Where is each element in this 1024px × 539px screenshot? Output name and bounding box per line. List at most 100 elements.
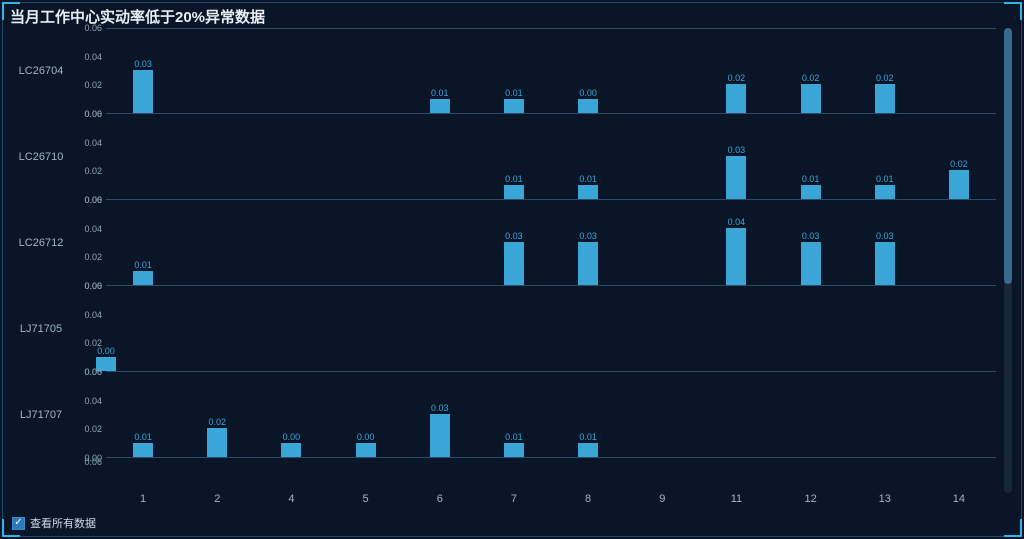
- bar[interactable]: 0.03: [430, 414, 450, 457]
- bar-value-label: 0.03: [431, 403, 449, 413]
- bar-value-label: 0.01: [505, 432, 523, 442]
- y-tick-label: 0.06: [74, 457, 102, 467]
- bar-value-label: 0.00: [579, 88, 597, 98]
- chart-row: LJ717050.000.020.040.060.00: [10, 286, 996, 372]
- bar[interactable]: 0.04: [726, 228, 746, 285]
- x-tick-label: 12: [804, 493, 816, 505]
- x-tick-label: 5: [363, 493, 369, 505]
- bar[interactable]: 0.01: [133, 271, 153, 285]
- y-tick-label: 0.04: [74, 310, 102, 320]
- bar[interactable]: 0.01: [578, 443, 598, 457]
- row-label: LC26704: [10, 65, 72, 77]
- chart-row-partial: 0.06: [10, 458, 996, 474]
- row-plot: 0.00: [106, 286, 996, 372]
- y-tick-label: 0.06: [74, 23, 102, 33]
- x-tick-label: 13: [879, 493, 891, 505]
- bar[interactable]: 0.03: [801, 242, 821, 285]
- chart-row: LC267100.000.020.040.060.010.010.030.010…: [10, 114, 996, 200]
- bar-value-label: 0.03: [579, 231, 597, 241]
- corner-decoration: [1004, 2, 1022, 20]
- bar-value-label: 0.03: [876, 231, 894, 241]
- row-label: LC26710: [10, 151, 72, 163]
- chart-row: LC267040.000.020.040.060.030.010.010.000…: [10, 28, 996, 114]
- bar[interactable]: 0.02: [949, 170, 969, 199]
- bar[interactable]: 0.03: [875, 242, 895, 285]
- bar[interactable]: 0.01: [504, 443, 524, 457]
- y-tick-label: 0.02: [74, 166, 102, 176]
- row-plot: 0.030.010.010.000.020.020.02: [106, 28, 996, 114]
- bar-value-label: 0.02: [950, 159, 968, 169]
- y-tick-label: 0.04: [74, 224, 102, 234]
- bar-value-label: 0.03: [728, 145, 746, 155]
- bar-value-label: 0.00: [283, 432, 301, 442]
- row-label: LJ71707: [10, 409, 72, 421]
- bar[interactable]: 0.03: [578, 242, 598, 285]
- row-plot: 0.010.030.030.040.030.03: [106, 200, 996, 286]
- bar[interactable]: 0.01: [875, 185, 895, 199]
- view-all-label: 查看所有数据: [30, 515, 96, 531]
- bar[interactable]: 0.03: [504, 242, 524, 285]
- bar-value-label: 0.02: [876, 73, 894, 83]
- x-tick-label: 14: [953, 493, 965, 505]
- bar-value-label: 0.00: [97, 346, 115, 356]
- corner-decoration: [1004, 519, 1022, 537]
- x-tick-label: 8: [585, 493, 591, 505]
- x-tick-label: 1: [140, 493, 146, 505]
- bar[interactable]: 0.01: [133, 443, 153, 457]
- bar[interactable]: 0.01: [504, 185, 524, 199]
- y-tick-label: 0.04: [74, 52, 102, 62]
- y-tick-label: 0.04: [74, 138, 102, 148]
- bar-value-label: 0.01: [579, 174, 597, 184]
- x-tick-label: 11: [731, 493, 742, 505]
- y-tick-label: 0.02: [74, 80, 102, 90]
- bar[interactable]: 0.03: [133, 70, 153, 113]
- y-tick-label: 0.06: [74, 281, 102, 291]
- bar[interactable]: 0.00: [281, 443, 301, 457]
- x-tick-label: 6: [437, 493, 443, 505]
- row-label: LJ71705: [10, 323, 72, 335]
- row-plot: 0.010.020.000.000.030.010.01: [106, 372, 996, 458]
- y-tick-label: 0.02: [74, 424, 102, 434]
- bar[interactable]: 0.00: [578, 99, 598, 113]
- bar[interactable]: 0.01: [578, 185, 598, 199]
- row-plot: 0.010.010.030.010.010.02: [106, 114, 996, 200]
- vertical-scrollbar[interactable]: [1004, 28, 1012, 493]
- y-tick-label: 0.02: [74, 252, 102, 262]
- bar-value-label: 0.02: [208, 417, 226, 427]
- bar-value-label: 0.01: [431, 88, 449, 98]
- scrollbar-thumb[interactable]: [1004, 28, 1012, 284]
- x-tick-label: 4: [288, 493, 294, 505]
- chart-row: LJ717070.000.020.040.060.010.020.000.000…: [10, 372, 996, 458]
- bar[interactable]: 0.01: [801, 185, 821, 199]
- x-tick-label: 7: [511, 493, 517, 505]
- bar-value-label: 0.01: [134, 432, 152, 442]
- bar-value-label: 0.01: [505, 88, 523, 98]
- view-all-checkbox[interactable]: ✓: [12, 517, 25, 530]
- bar-value-label: 0.02: [728, 73, 746, 83]
- bar-value-label: 0.03: [802, 231, 820, 241]
- bar-value-label: 0.01: [579, 432, 597, 442]
- x-axis: 1245678911121314: [106, 493, 996, 509]
- y-tick-label: 0.06: [74, 109, 102, 119]
- y-tick-label: 0.04: [74, 396, 102, 406]
- bar-value-label: 0.01: [802, 174, 820, 184]
- bar-value-label: 0.01: [505, 174, 523, 184]
- bar-value-label: 0.00: [357, 432, 375, 442]
- x-tick-label: 2: [214, 493, 220, 505]
- bar[interactable]: 0.01: [504, 99, 524, 113]
- bar-value-label: 0.03: [505, 231, 523, 241]
- bar[interactable]: 0.02: [726, 84, 746, 113]
- panel-title: 当月工作中心实动率低于20%异常数据: [10, 6, 265, 27]
- bar-value-label: 0.03: [134, 59, 152, 69]
- chart-area: LC267040.000.020.040.060.030.010.010.000…: [10, 28, 996, 493]
- y-tick-label: 0.06: [74, 367, 102, 377]
- bar[interactable]: 0.02: [875, 84, 895, 113]
- bar[interactable]: 0.03: [726, 156, 746, 199]
- row-label: LC26712: [10, 237, 72, 249]
- bar[interactable]: 0.00: [356, 443, 376, 457]
- bar[interactable]: 0.02: [207, 428, 227, 457]
- bar[interactable]: 0.02: [801, 84, 821, 113]
- bar[interactable]: 0.01: [430, 99, 450, 113]
- bar-value-label: 0.04: [728, 217, 746, 227]
- footer: ✓ 查看所有数据: [12, 515, 96, 531]
